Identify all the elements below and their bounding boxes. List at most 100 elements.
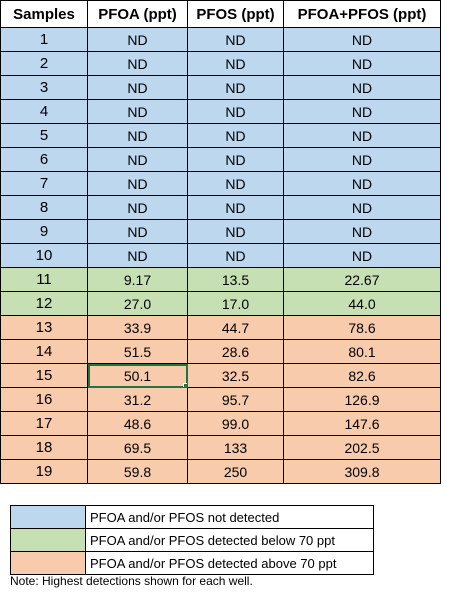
- cell-pfos[interactable]: ND: [187, 147, 284, 172]
- cell-total[interactable]: ND: [283, 27, 441, 52]
- cell-sample[interactable]: 17: [0, 411, 88, 436]
- table-row: 15 50.1 32.5 82.6: [0, 363, 441, 388]
- table-row: 6 ND ND ND: [0, 147, 441, 172]
- cell-sample[interactable]: 16: [0, 387, 88, 412]
- cell-pfos[interactable]: ND: [187, 75, 284, 100]
- cell-total[interactable]: ND: [283, 123, 441, 148]
- cell-pfoa[interactable]: ND: [87, 219, 188, 244]
- cell-pfos[interactable]: ND: [187, 27, 284, 52]
- cell-sample[interactable]: 15: [0, 363, 88, 388]
- cell-pfoa[interactable]: 33.9: [87, 315, 188, 340]
- cell-total[interactable]: ND: [283, 51, 441, 76]
- cell-total[interactable]: 80.1: [283, 339, 441, 364]
- cell-pfoa[interactable]: 59.8: [87, 459, 188, 484]
- cell-sample[interactable]: 3: [0, 75, 88, 100]
- cell-pfos[interactable]: 13.5: [187, 267, 284, 292]
- cell-sample[interactable]: 10: [0, 243, 88, 268]
- cell-pfos[interactable]: 32.5: [187, 363, 284, 388]
- cell-pfoa[interactable]: ND: [87, 123, 188, 148]
- header-samples[interactable]: Samples: [0, 0, 88, 28]
- pfas-results-table: Samples PFOA (ppt) PFOS (ppt) PFOA+PFOS …: [0, 0, 441, 484]
- cell-pfos[interactable]: 133: [187, 435, 284, 460]
- cell-pfoa[interactable]: ND: [87, 195, 188, 220]
- cell-pfoa[interactable]: ND: [87, 51, 188, 76]
- table-row: 18 69.5 133 202.5: [0, 435, 441, 460]
- cell-pfoa[interactable]: 51.5: [87, 339, 188, 364]
- table-row: 13 33.9 44.7 78.6: [0, 315, 441, 340]
- cell-pfos[interactable]: 28.6: [187, 339, 284, 364]
- cell-pfoa[interactable]: 27.0: [87, 291, 188, 316]
- cell-sample[interactable]: 12: [0, 291, 88, 316]
- table-row: 16 31.2 95.7 126.9: [0, 387, 441, 412]
- cell-pfoa[interactable]: ND: [87, 243, 188, 268]
- cell-sample[interactable]: 9: [0, 219, 88, 244]
- cell-pfoa[interactable]: 48.6: [87, 411, 188, 436]
- header-row: Samples PFOA (ppt) PFOS (ppt) PFOA+PFOS …: [0, 0, 441, 28]
- cell-sample[interactable]: 7: [0, 171, 88, 196]
- cell-pfos[interactable]: ND: [187, 51, 284, 76]
- table-row: 19 59.8 250 309.8: [0, 459, 441, 484]
- cell-sample[interactable]: 1: [0, 27, 88, 52]
- cell-total[interactable]: ND: [283, 75, 441, 100]
- cell-sample[interactable]: 14: [0, 339, 88, 364]
- table-row: 4 ND ND ND: [0, 99, 441, 124]
- cell-sample[interactable]: 4: [0, 99, 88, 124]
- cell-sample[interactable]: 13: [0, 315, 88, 340]
- cell-sample[interactable]: 2: [0, 51, 88, 76]
- legend: PFOA and/or PFOS not detected PFOA and/or…: [10, 505, 374, 575]
- cell-total[interactable]: 82.6: [283, 363, 441, 388]
- cell-pfoa[interactable]: ND: [87, 99, 188, 124]
- cell-pfos[interactable]: ND: [187, 123, 284, 148]
- cell-total[interactable]: ND: [283, 147, 441, 172]
- legend-swatch: [10, 505, 86, 529]
- cell-pfos[interactable]: ND: [187, 219, 284, 244]
- cell-pfos[interactable]: 17.0: [187, 291, 284, 316]
- cell-pfoa[interactable]: ND: [87, 171, 188, 196]
- cell-pfos[interactable]: 250: [187, 459, 284, 484]
- cell-total[interactable]: ND: [283, 219, 441, 244]
- cell-total[interactable]: ND: [283, 243, 441, 268]
- cell-total[interactable]: ND: [283, 99, 441, 124]
- results-sheet: Samples PFOA (ppt) PFOS (ppt) PFOA+PFOS …: [0, 0, 441, 484]
- cell-total[interactable]: 202.5: [283, 435, 441, 460]
- cell-pfos[interactable]: ND: [187, 243, 284, 268]
- cell-pfos[interactable]: ND: [187, 171, 284, 196]
- cell-total[interactable]: 22.67: [283, 267, 441, 292]
- cell-pfos[interactable]: 99.0: [187, 411, 284, 436]
- header-pfos[interactable]: PFOS (ppt): [187, 0, 284, 28]
- cell-pfoa[interactable]: ND: [87, 27, 188, 52]
- cell-pfoa[interactable]: 9.17: [87, 267, 188, 292]
- header-total[interactable]: PFOA+PFOS (ppt): [283, 0, 441, 28]
- cell-total[interactable]: 44.0: [283, 291, 441, 316]
- table-row: 12 27.0 17.0 44.0: [0, 291, 441, 316]
- cell-pfoa[interactable]: 69.5: [87, 435, 188, 460]
- cell-pfos[interactable]: ND: [187, 195, 284, 220]
- legend-label: PFOA and/or PFOS not detected: [85, 505, 374, 529]
- cell-sample[interactable]: 8: [0, 195, 88, 220]
- cell-pfoa[interactable]: ND: [87, 147, 188, 172]
- cell-total[interactable]: 126.9: [283, 387, 441, 412]
- legend-label: PFOA and/or PFOS detected below 70 ppt: [85, 528, 374, 552]
- cell-total[interactable]: 309.8: [283, 459, 441, 484]
- table-row: 8 ND ND ND: [0, 195, 441, 220]
- cell-sample[interactable]: 5: [0, 123, 88, 148]
- legend-label: PFOA and/or PFOS detected above 70 ppt: [85, 551, 374, 575]
- cell-pfos[interactable]: 95.7: [187, 387, 284, 412]
- legend-swatch: [10, 528, 86, 552]
- cell-pfoa[interactable]: 31.2: [87, 387, 188, 412]
- cell-total[interactable]: 78.6: [283, 315, 441, 340]
- cell-pfos[interactable]: 44.7: [187, 315, 284, 340]
- selected-cell[interactable]: 50.1: [87, 363, 188, 388]
- cell-total[interactable]: ND: [283, 195, 441, 220]
- header-pfoa[interactable]: PFOA (ppt): [87, 0, 188, 28]
- cell-sample[interactable]: 6: [0, 147, 88, 172]
- cell-sample[interactable]: 18: [0, 435, 88, 460]
- table-row: 11 9.17 13.5 22.67: [0, 267, 441, 292]
- cell-pfos[interactable]: ND: [187, 99, 284, 124]
- cell-total[interactable]: ND: [283, 171, 441, 196]
- cell-sample[interactable]: 11: [0, 267, 88, 292]
- cell-sample[interactable]: 19: [0, 459, 88, 484]
- cell-pfoa[interactable]: ND: [87, 75, 188, 100]
- legend-swatch: [10, 551, 86, 575]
- cell-total[interactable]: 147.6: [283, 411, 441, 436]
